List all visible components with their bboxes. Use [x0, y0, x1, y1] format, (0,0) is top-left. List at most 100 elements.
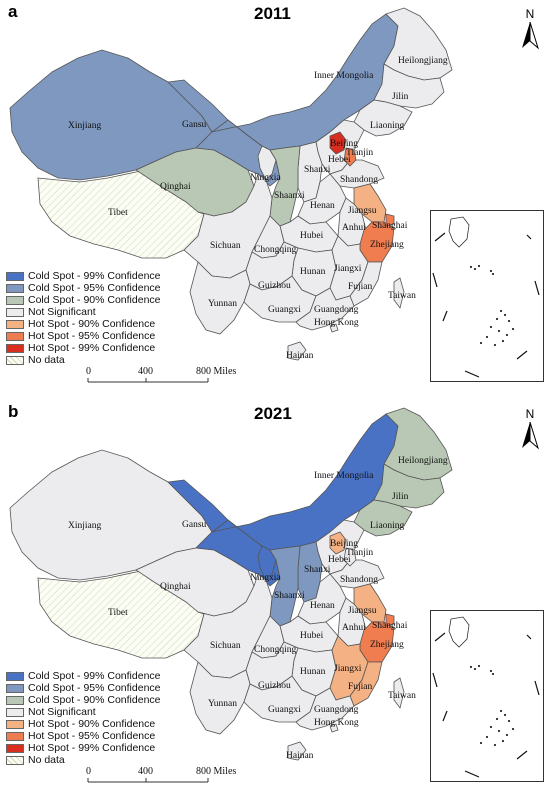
legend-label: Hot Spot - 99% Confidence [28, 342, 156, 354]
province-label-anhui: Anhui [342, 223, 366, 233]
scale-bar: 0 400 800 Miles [86, 766, 236, 794]
legend-swatch [6, 283, 24, 293]
map-title: 2011 [254, 4, 291, 23]
legend-swatch [6, 755, 24, 765]
legend-label: Cold Spot - 95% Confidence [28, 682, 161, 694]
province-label-tibet: Tibet [108, 208, 128, 218]
province-tianjin [343, 147, 357, 167]
legend-swatch [6, 307, 24, 317]
province-taiwan [393, 677, 405, 709]
province-shaanxi [269, 545, 301, 627]
province-label-ningxia: Ningxia [250, 173, 281, 183]
province-heilongjiang [383, 407, 453, 481]
province-label-anhui: Anhui [342, 623, 366, 633]
legend-item-hot95: Hot Spot - 95% Confidence [6, 330, 186, 342]
legend-item-cold90: Cold Spot - 90% Confidence [6, 294, 186, 306]
province-label-hunan: Hunan [300, 667, 326, 677]
legend-swatch [6, 671, 24, 681]
province-label-taiwan: Taiwan [388, 291, 416, 301]
province-yunnan [189, 661, 251, 735]
province-label-heilongjiang: Heilongjiang [398, 456, 448, 466]
legend-swatch [6, 683, 24, 693]
china-map: Xinjiang Tibet Qinghai Gansu Inner Mongolia H… [9, 7, 453, 361]
province-guangdong [295, 287, 355, 331]
legend-label: Cold Spot - 90% Confidence [28, 694, 161, 706]
province-label-innermongolia: Inner Mongolia [314, 471, 374, 481]
legend-item-nodata: No data [6, 754, 186, 766]
province-hainan [287, 341, 307, 361]
province-label-jilin: Jilin [392, 92, 409, 102]
legend-item-notsig: Not Significant [6, 706, 186, 718]
province-label-gansu: Gansu [182, 120, 207, 130]
province-label-hebei: Hebei [328, 155, 351, 165]
province-label-zhejiang: Zhejiang [370, 640, 404, 650]
province-beijing [329, 531, 347, 555]
province-shandong [329, 159, 385, 189]
province-label-qinghai: Qinghai [160, 182, 191, 192]
legend-label: Not Significant [28, 706, 96, 718]
province-label-sichuan: Sichuan [210, 641, 241, 651]
legend-swatch [6, 719, 24, 729]
province-label-henan: Henan [310, 201, 335, 211]
province-label-innermongolia: Inner Mongolia [314, 71, 374, 81]
province-label-hainan: Hainan [286, 751, 314, 761]
province-tianjin [343, 547, 357, 567]
province-label-hunan: Hunan [300, 267, 326, 277]
legend-label: Hot Spot - 90% Confidence [28, 318, 156, 330]
scale-label-400: 400 [138, 766, 153, 777]
province-label-guangxi: Guangxi [268, 305, 301, 315]
scale-label-800: 800 Miles [196, 366, 237, 377]
legend-label: Cold Spot - 99% Confidence [28, 670, 161, 682]
province-label-liaoning: Liaoning [370, 521, 405, 531]
province-label-jiangxi: Jiangxi [334, 264, 362, 274]
province-hongkong [329, 323, 339, 333]
scale-label-400: 400 [138, 366, 153, 377]
province-hainan [287, 741, 307, 761]
province-label-qinghai: Qinghai [160, 582, 191, 592]
legend-item-cold99: Cold Spot - 99% Confidence [6, 270, 186, 282]
legend-swatch [6, 355, 24, 365]
province-label-guangdong: Guangdong [314, 705, 359, 715]
province-label-jilin: Jilin [392, 492, 409, 502]
province-label-hebei: Hebei [328, 555, 351, 565]
province-label-xinjiang: Xinjiang [68, 121, 101, 131]
map-panel-2021: b 2021 Xinjiang Tibet Qinghai Gansu Inner Mo… [0, 400, 550, 800]
panel-letter: b [8, 402, 19, 421]
province-label-shanxi: Shanxi [304, 165, 331, 175]
province-label-yunnan: Yunnan [208, 299, 237, 309]
province-label-henan: Henan [310, 601, 335, 611]
province-label-guizhou: Guizhou [258, 281, 291, 291]
province-label-shanghai: Shanghai [372, 221, 408, 231]
province-label-fujian: Fujian [348, 282, 373, 292]
legend-swatch [6, 343, 24, 353]
province-label-shandong: Shandong [340, 175, 378, 185]
province-label-gansu: Gansu [182, 520, 207, 530]
province-label-tianjin: Tianjin [346, 148, 373, 158]
legend-item-nodata: No data [6, 354, 186, 366]
province-hongkong [329, 723, 339, 733]
province-heilongjiang [383, 7, 453, 81]
legend-label: Hot Spot - 90% Confidence [28, 718, 156, 730]
province-label-jiangxi: Jiangxi [334, 664, 362, 674]
province-label-shaanxi: Shaanxi [274, 591, 305, 601]
north-label: N [526, 7, 535, 21]
legend-swatch [6, 319, 24, 329]
legend-label: Cold Spot - 99% Confidence [28, 270, 161, 282]
legend-swatch [6, 707, 24, 717]
legend-item-cold95: Cold Spot - 95% Confidence [6, 282, 186, 294]
province-label-hongkong: Hong Kong [314, 318, 359, 328]
north-arrow-icon: N [516, 6, 544, 52]
province-label-shaanxi: Shaanxi [274, 191, 305, 201]
legend-label: Cold Spot - 90% Confidence [28, 294, 161, 306]
legend-item-hot90: Hot Spot - 90% Confidence [6, 318, 186, 330]
province-label-xinjiang: Xinjiang [68, 521, 101, 531]
map-legend: Cold Spot - 99% Confidence Cold Spot - 95… [6, 670, 186, 766]
province-label-shandong: Shandong [340, 575, 378, 585]
province-label-beijing: Beijing [330, 139, 358, 149]
province-yunnan [189, 261, 251, 335]
province-label-taiwan: Taiwan [388, 691, 416, 701]
legend-label: Hot Spot - 99% Confidence [28, 742, 156, 754]
map-panel-2011: a 2011 Xinjiang Tibet Qinghai Gansu Inner Mo… [6, 2, 544, 383]
province-shandong [329, 559, 385, 589]
legend-item-cold90: Cold Spot - 90% Confidence [6, 694, 186, 706]
